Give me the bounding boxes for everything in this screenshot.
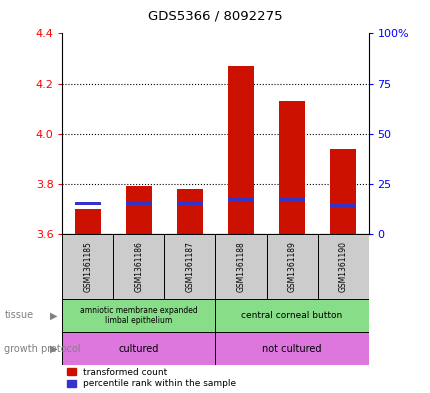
Text: GDS5366 / 8092275: GDS5366 / 8092275	[148, 10, 282, 23]
Bar	[329, 204, 355, 208]
Bar	[279, 101, 304, 234]
Text: GSM1361189: GSM1361189	[287, 241, 296, 292]
Bar	[266, 234, 317, 299]
Bar	[279, 198, 304, 201]
Bar	[126, 186, 151, 234]
Bar	[113, 234, 164, 299]
Legend: transformed count, percentile rank within the sample: transformed count, percentile rank withi…	[67, 368, 236, 389]
Bar	[215, 332, 368, 365]
Text: GSM1361188: GSM1361188	[236, 241, 245, 292]
Bar	[164, 234, 215, 299]
Text: cultured: cultured	[119, 344, 159, 354]
Text: GSM1361190: GSM1361190	[338, 241, 347, 292]
Bar	[62, 234, 113, 299]
Bar	[317, 234, 368, 299]
Bar	[75, 209, 101, 234]
Text: amniotic membrane expanded
limbal epithelium: amniotic membrane expanded limbal epithe…	[80, 306, 197, 325]
Text: central corneal button: central corneal button	[241, 311, 342, 320]
Text: not cultured: not cultured	[261, 344, 321, 354]
Text: GSM1361187: GSM1361187	[185, 241, 194, 292]
Bar	[62, 299, 215, 332]
Bar	[228, 66, 253, 234]
Bar	[177, 202, 202, 206]
Bar	[215, 234, 266, 299]
Text: GSM1361186: GSM1361186	[134, 241, 143, 292]
Text: growth protocol: growth protocol	[4, 344, 81, 354]
Bar	[329, 149, 355, 234]
Bar	[62, 332, 215, 365]
Text: tissue: tissue	[4, 310, 34, 320]
Text: GSM1361185: GSM1361185	[83, 241, 92, 292]
Bar	[126, 202, 151, 206]
Bar	[215, 299, 368, 332]
Bar	[177, 189, 202, 234]
Bar	[75, 202, 101, 206]
Bar	[228, 198, 253, 201]
Text: ▶: ▶	[49, 310, 57, 320]
Text: ▶: ▶	[49, 344, 57, 354]
